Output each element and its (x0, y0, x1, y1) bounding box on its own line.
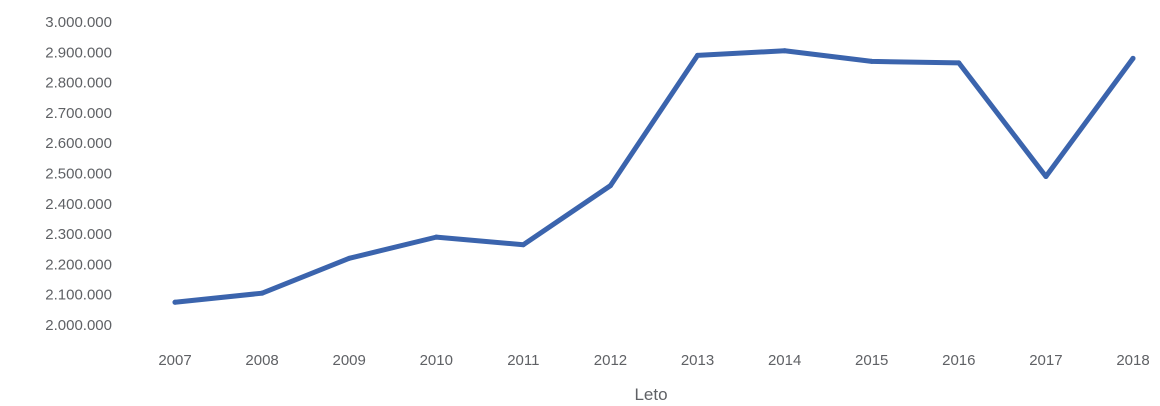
y-tick-label: 2.300.000 (45, 226, 112, 243)
y-tick-label: 2.600.000 (45, 135, 112, 152)
series-layer (172, 48, 1136, 305)
y-tick-label: 2.000.000 (45, 317, 112, 334)
data-point (259, 290, 265, 296)
y-tick-label: 2.500.000 (45, 166, 112, 183)
data-point (782, 48, 788, 54)
x-tick-label: 2016 (942, 352, 975, 369)
y-tick-label: 2.900.000 (45, 44, 112, 61)
x-tick-label: 2012 (594, 352, 627, 369)
y-tick-label: 3.000.000 (45, 14, 112, 31)
x-tick-label: 2018 (1116, 352, 1149, 369)
x-tick-label: 2011 (507, 352, 539, 369)
y-tick-label: 2.100.000 (45, 287, 112, 304)
data-point (433, 234, 439, 240)
data-point (1130, 55, 1136, 61)
data-point (607, 183, 613, 189)
x-axis-tick-labels: 2007 2008 2009 2010 2011 2012 2013 2014 2015 2016… (158, 352, 1149, 369)
y-tick-label: 2.400.000 (45, 196, 112, 213)
data-point (1043, 174, 1049, 180)
y-axis-tick-labels: 2.000.000 2.100.000 2.200.000 2.300.000 2.40… (45, 14, 112, 334)
x-tick-label: 2008 (245, 352, 278, 369)
y-tick-label: 2.700.000 (45, 105, 112, 122)
y-tick-label: 2.200.000 (45, 256, 112, 273)
y-tick-label: 2.800.000 (45, 75, 112, 92)
data-point (172, 299, 178, 305)
data-point (695, 52, 701, 58)
x-tick-label: 2013 (681, 352, 714, 369)
data-point (869, 58, 875, 64)
x-tick-label: 2009 (332, 352, 365, 369)
x-tick-label: 2007 (158, 352, 191, 369)
x-tick-label: 2010 (420, 352, 453, 369)
x-axis-title: Leto (634, 385, 667, 404)
data-point (956, 60, 962, 66)
data-point (520, 242, 526, 248)
x-tick-label: 2014 (768, 352, 801, 369)
series-line (172, 48, 1136, 305)
x-tick-label: 2017 (1029, 352, 1062, 369)
data-point (346, 255, 352, 261)
x-tick-label: 2015 (855, 352, 888, 369)
